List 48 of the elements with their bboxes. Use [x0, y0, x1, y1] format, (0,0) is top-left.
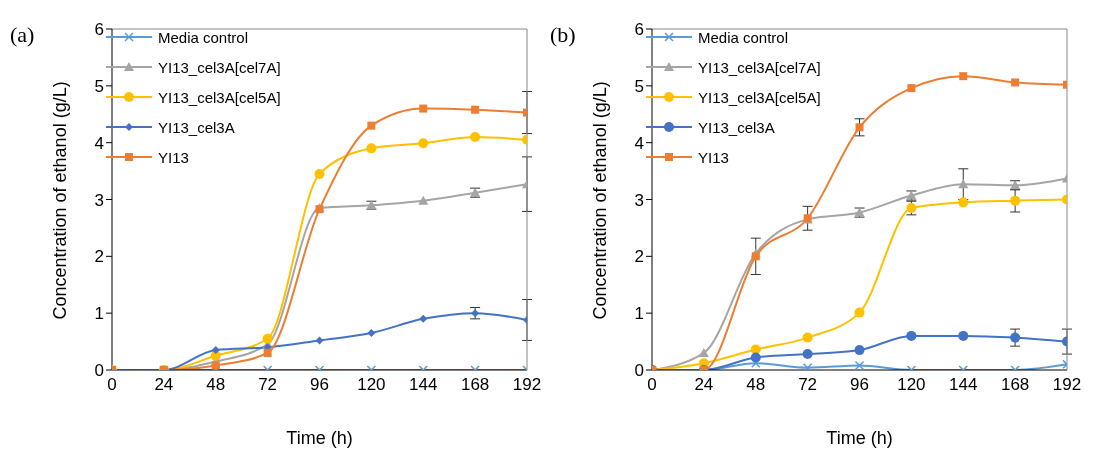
x-tick-label: 0 [107, 375, 117, 395]
x-tick-label: 120 [357, 375, 386, 395]
legend-label: YI13_cel3A [158, 118, 235, 136]
x-tick-label: 144 [409, 375, 438, 395]
legend-label: YI13_cel3A [698, 118, 775, 136]
y-tick-label: 5 [94, 76, 104, 96]
x-axis-title: Time (h) [826, 428, 893, 448]
x-tick-label: 24 [154, 375, 174, 395]
y-tick-label: 2 [634, 247, 644, 267]
legend-label: YI13 [698, 148, 729, 166]
legend-label: Media control [698, 28, 789, 46]
y-axis-title: Concentration of ethanol (g/L) [590, 81, 611, 320]
y-tick-label: 4 [94, 133, 104, 153]
y-tick-label: 5 [634, 76, 644, 96]
y-tick-label: 1 [94, 304, 104, 324]
x-tick-label: 144 [949, 375, 978, 395]
legend-label: YI13_cel3A[cel5A] [698, 88, 821, 106]
x-tick-label: 192 [512, 375, 542, 395]
x-tick-label: 96 [310, 375, 329, 395]
x-tick-label: 0 [647, 375, 657, 395]
y-tick-label: 6 [94, 20, 104, 40]
legend-label: YI13_cel3A[cel7A] [698, 58, 821, 76]
x-tick-label: 168 [1000, 375, 1030, 395]
text: (b) [550, 22, 576, 48]
x-tick-label: 120 [897, 375, 926, 395]
x-tick-label: 48 [206, 375, 226, 395]
y-tick-label: 0 [634, 361, 644, 381]
x-axis-title: Time (h) [286, 428, 353, 448]
y-tick-label: 3 [634, 190, 644, 210]
x-tick-label: 72 [798, 375, 818, 395]
legend-label: YI13 [158, 148, 189, 166]
x-tick-label: 48 [746, 375, 766, 395]
y-tick-label: 4 [634, 133, 644, 153]
y-tick-label: 3 [94, 190, 104, 210]
y-tick-label: 1 [634, 304, 644, 324]
x-tick-label: 72 [258, 375, 278, 395]
x-tick-label: 168 [460, 375, 490, 395]
y-tick-label: 6 [634, 20, 644, 40]
legend-label: YI13_cel3A[cel5A] [158, 88, 281, 106]
legend-label: Media control [158, 28, 249, 46]
x-tick-label: 24 [694, 375, 714, 395]
y-axis-title: Concentration of ethanol (g/L) [50, 81, 71, 320]
x-tick-label: 192 [1052, 375, 1082, 395]
legend-label: YI13_cel3A[cel7A] [158, 58, 281, 76]
text: (a) [10, 22, 35, 48]
y-tick-label: 0 [94, 361, 104, 381]
y-tick-label: 2 [94, 247, 104, 267]
x-tick-label: 96 [850, 375, 869, 395]
